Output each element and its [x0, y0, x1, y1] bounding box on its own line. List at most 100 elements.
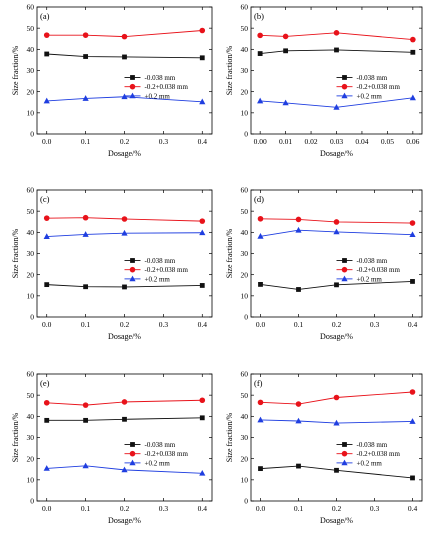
- data-point: [283, 48, 289, 54]
- legend-marker: [130, 258, 135, 263]
- x-tick-label: 0.04: [355, 137, 368, 146]
- data-point: [410, 475, 415, 481]
- y-tick-label: 0: [30, 130, 34, 139]
- data-point: [257, 215, 264, 222]
- plot-frame: [36, 189, 213, 318]
- chart-panel-4: 0 10 20 30 40 50 60 0.0 0.1 0.2 0.3 0.4 Dosage/% Size…: [225, 186, 423, 341]
- x-tick-label: 0.2: [120, 504, 130, 513]
- data-point: [82, 462, 89, 469]
- legend-marker: [341, 266, 348, 273]
- series-line: [46, 53, 203, 59]
- data-point: [43, 399, 50, 406]
- data-point: [258, 466, 263, 472]
- y-tick-label: 30: [27, 249, 35, 258]
- y-tick-label: 20: [27, 270, 35, 279]
- plot-frame: [250, 6, 423, 135]
- data-point: [295, 401, 302, 407]
- data-point: [334, 467, 339, 473]
- y-tick-label: 40: [27, 412, 35, 421]
- y-tick-label: 0: [244, 130, 248, 139]
- y-tick-label: 10: [27, 475, 35, 484]
- x-tick-label: 0.3: [370, 504, 380, 513]
- data-point: [83, 54, 89, 59]
- plot-frame: [36, 373, 213, 502]
- data-point: [82, 95, 89, 101]
- data-point: [258, 282, 263, 287]
- y-tick-label: 60: [27, 186, 35, 195]
- data-point: [199, 229, 206, 236]
- legend-label: +0.2 mm: [357, 92, 383, 100]
- y-tick-label: 40: [27, 45, 35, 54]
- data-point: [257, 97, 264, 104]
- legend-marker: [341, 83, 348, 90]
- y-tick-label: 20: [27, 87, 35, 96]
- panel-letter: (a): [40, 11, 50, 21]
- data-point: [121, 466, 128, 473]
- legend-label: +0.2 mm: [357, 275, 383, 283]
- series-line: [46, 217, 203, 222]
- series-line: [260, 391, 413, 405]
- x-axis-title: Dosage/%: [320, 149, 353, 158]
- legend-marker: [342, 258, 347, 263]
- legend-marker: [129, 450, 136, 457]
- legend-label: +0.2 mm: [357, 459, 383, 467]
- data-point: [333, 219, 340, 225]
- data-point: [333, 419, 340, 426]
- y-tick-label: 30: [27, 433, 35, 442]
- panel-letter: (f): [254, 378, 263, 388]
- series-line: [260, 280, 413, 290]
- y-tick-label: 60: [241, 370, 249, 379]
- y-tick-label: 50: [241, 24, 249, 33]
- legend-label: -0.2+0.038 mm: [145, 450, 189, 458]
- y-axis-title: Size fraction/%: [225, 45, 234, 95]
- y-tick-label: 60: [27, 370, 35, 379]
- data-point: [44, 417, 50, 423]
- legend-marker: [130, 442, 135, 447]
- x-tick-label: 0.3: [159, 137, 169, 146]
- x-tick-label: 0.4: [408, 320, 418, 329]
- x-axis-title: Dosage/%: [108, 332, 141, 341]
- data-point: [409, 94, 416, 101]
- y-tick-label: 30: [241, 249, 249, 258]
- legend-marker: [341, 459, 348, 466]
- legend-marker: [129, 83, 136, 90]
- legend-label: -0.2+0.038 mm: [145, 83, 189, 91]
- x-tick-label: 0.0: [42, 137, 52, 146]
- y-axis-title: Size fraction/%: [11, 45, 20, 95]
- data-point: [199, 27, 206, 34]
- y-tick-label: 50: [241, 391, 249, 400]
- y-tick-label: 10: [241, 108, 249, 117]
- data-point: [122, 284, 127, 290]
- y-tick-label: 60: [241, 3, 249, 12]
- legend-label: +0.2 mm: [145, 275, 171, 283]
- data-point: [199, 98, 206, 105]
- y-tick-label: 60: [241, 186, 249, 195]
- x-tick-label: 0.00: [254, 137, 267, 146]
- data-point: [43, 465, 50, 471]
- y-axis-title: Size fraction/%: [11, 228, 20, 278]
- data-point: [409, 389, 416, 395]
- y-tick-label: 40: [241, 228, 249, 237]
- x-axis-title: Dosage/%: [108, 516, 141, 525]
- x-tick-label: 0.0: [256, 504, 266, 513]
- panel-letter: (c): [40, 194, 50, 204]
- data-point: [334, 282, 339, 288]
- data-point: [257, 399, 264, 406]
- x-tick-label: 0.1: [81, 137, 91, 146]
- y-axis-title: Size fraction/%: [11, 412, 20, 462]
- data-point: [282, 33, 289, 40]
- x-axis-title: Dosage/%: [320, 332, 353, 341]
- x-tick-label: 0.3: [159, 504, 169, 513]
- x-tick-label: 0.2: [120, 320, 130, 329]
- data-point: [43, 32, 50, 38]
- x-tick-label: 0.02: [304, 137, 317, 146]
- legend-marker: [341, 92, 348, 99]
- x-axis-title: Dosage/%: [320, 516, 353, 525]
- series-line: [260, 229, 413, 237]
- x-tick-label: 0.2: [120, 137, 130, 146]
- data-point: [295, 226, 302, 233]
- y-tick-label: 50: [27, 391, 35, 400]
- x-tick-label: 0.01: [279, 137, 292, 146]
- legend-label: +0.2 mm: [145, 92, 171, 100]
- legend-label: -0.038 mm: [357, 257, 388, 265]
